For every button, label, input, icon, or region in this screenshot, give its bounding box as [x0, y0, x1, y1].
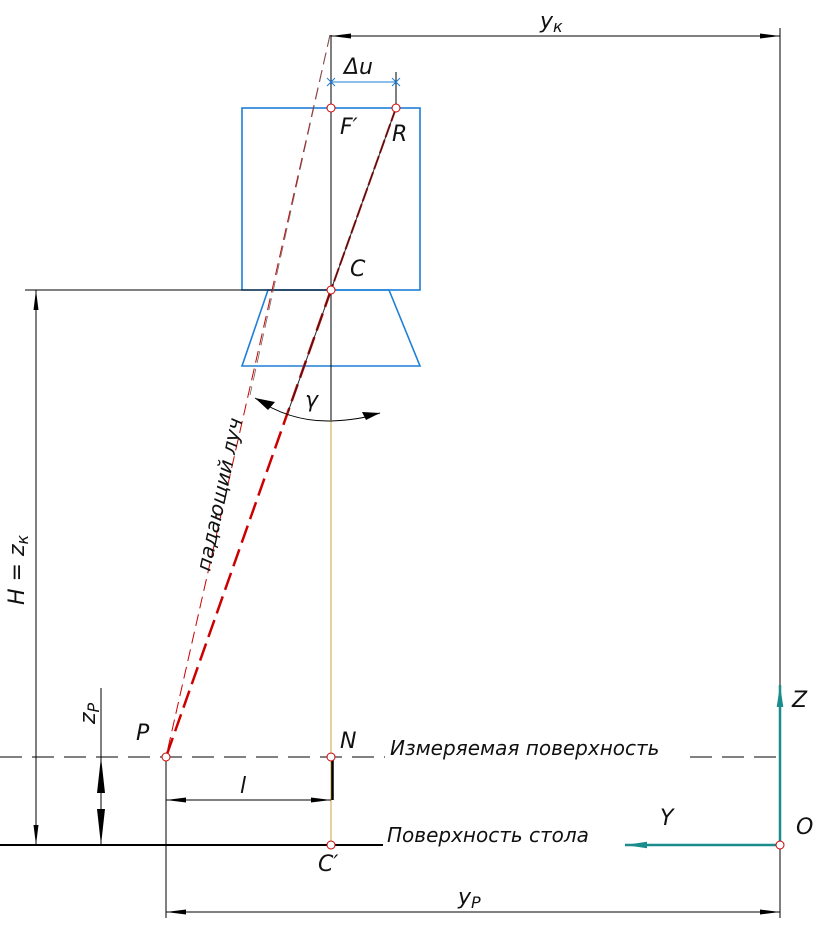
ray-projection-segment: [249, 34, 331, 396]
label-c: C: [350, 257, 366, 282]
label-h-zk: H = zк: [5, 534, 32, 605]
zp-arrow-bottom: [97, 809, 105, 845]
label-r: R: [392, 122, 407, 147]
label-l: l: [240, 774, 246, 799]
gamma-arrow-right: [362, 412, 380, 420]
label-measured-surface: Измеряемая поверхность: [390, 736, 659, 760]
zp-arrow-top: [97, 757, 105, 793]
point-f-prime: [326, 103, 336, 113]
point-r: [391, 103, 401, 113]
label-n: N: [340, 729, 356, 754]
label-axis-z: Z: [791, 688, 808, 713]
label-c-prime: C′: [318, 852, 338, 877]
label-yk: yк: [539, 9, 563, 36]
label-gamma: γ: [305, 388, 319, 413]
point-p: [161, 752, 171, 762]
label-p: P: [136, 721, 150, 746]
point-origin: [775, 840, 785, 850]
label-axis-y: Y: [660, 806, 675, 831]
ray-r-c-core: [330, 107, 397, 291]
label-yp: yP: [457, 885, 481, 912]
ray-c-p-core: [287, 289, 332, 413]
du-mark-left: [326, 77, 336, 87]
point-c: [326, 285, 336, 295]
du-mark-right: [391, 77, 401, 87]
ray-projection-dashed: [165, 34, 331, 758]
label-origin: O: [796, 815, 813, 840]
point-c-prime: [326, 840, 336, 850]
label-f-prime: F′: [340, 115, 358, 140]
label-table-surface: Поверхность стола: [387, 823, 589, 847]
gamma-arrow-left: [255, 398, 275, 410]
label-zp: zP: [76, 702, 103, 725]
label-du: Δu: [342, 55, 373, 80]
point-n: [326, 752, 336, 762]
camera-lens: [240, 289, 422, 367]
